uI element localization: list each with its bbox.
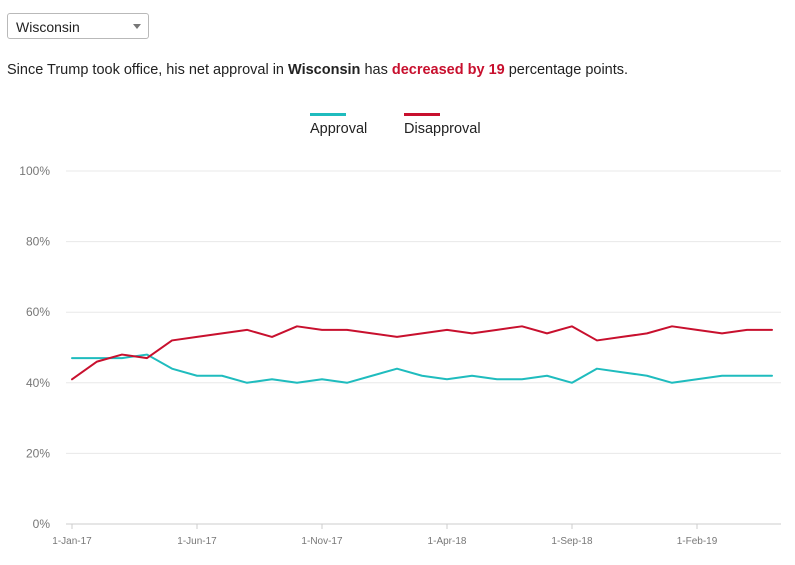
y-tick-label: 0% (33, 517, 51, 531)
x-tick-label: 1-Jan-17 (52, 536, 92, 547)
y-tick-label: 40% (26, 376, 50, 390)
summary-middle: has (360, 62, 392, 78)
y-tick-label: 60% (26, 305, 50, 319)
y-tick-label: 80% (26, 235, 50, 249)
legend-approval-label: Approval (310, 121, 368, 137)
summary-sentence: Since Trump took office, his net approva… (7, 62, 628, 78)
state-dropdown[interactable]: Wisconsin (7, 13, 149, 39)
x-tick-label: 1-Feb-19 (677, 536, 718, 547)
x-tick-label: 1-Apr-18 (428, 536, 467, 547)
summary-change: decreased by 19 (391, 62, 505, 78)
series-line-approval (71, 353, 773, 384)
summary-state: Wisconsin (288, 62, 361, 78)
state-dropdown-value: Wisconsin (16, 19, 80, 35)
series-line-disapproval (71, 325, 773, 381)
y-tick-label: 100% (19, 164, 50, 178)
x-tick-label: 1-Nov-17 (301, 536, 343, 547)
x-tick-label: 1-Jun-17 (177, 536, 217, 547)
legend-approval-swatch (310, 113, 346, 116)
chevron-down-icon (133, 24, 141, 29)
legend-disapproval-swatch (404, 113, 440, 116)
x-tick-label: 1-Sep-18 (551, 536, 593, 547)
legend-disapproval-label: Disapproval (404, 121, 481, 137)
summary-suffix: percentage points. (504, 62, 629, 78)
summary-prefix: Since Trump took office, his net approva… (7, 62, 289, 78)
y-tick-label: 20% (26, 446, 50, 460)
